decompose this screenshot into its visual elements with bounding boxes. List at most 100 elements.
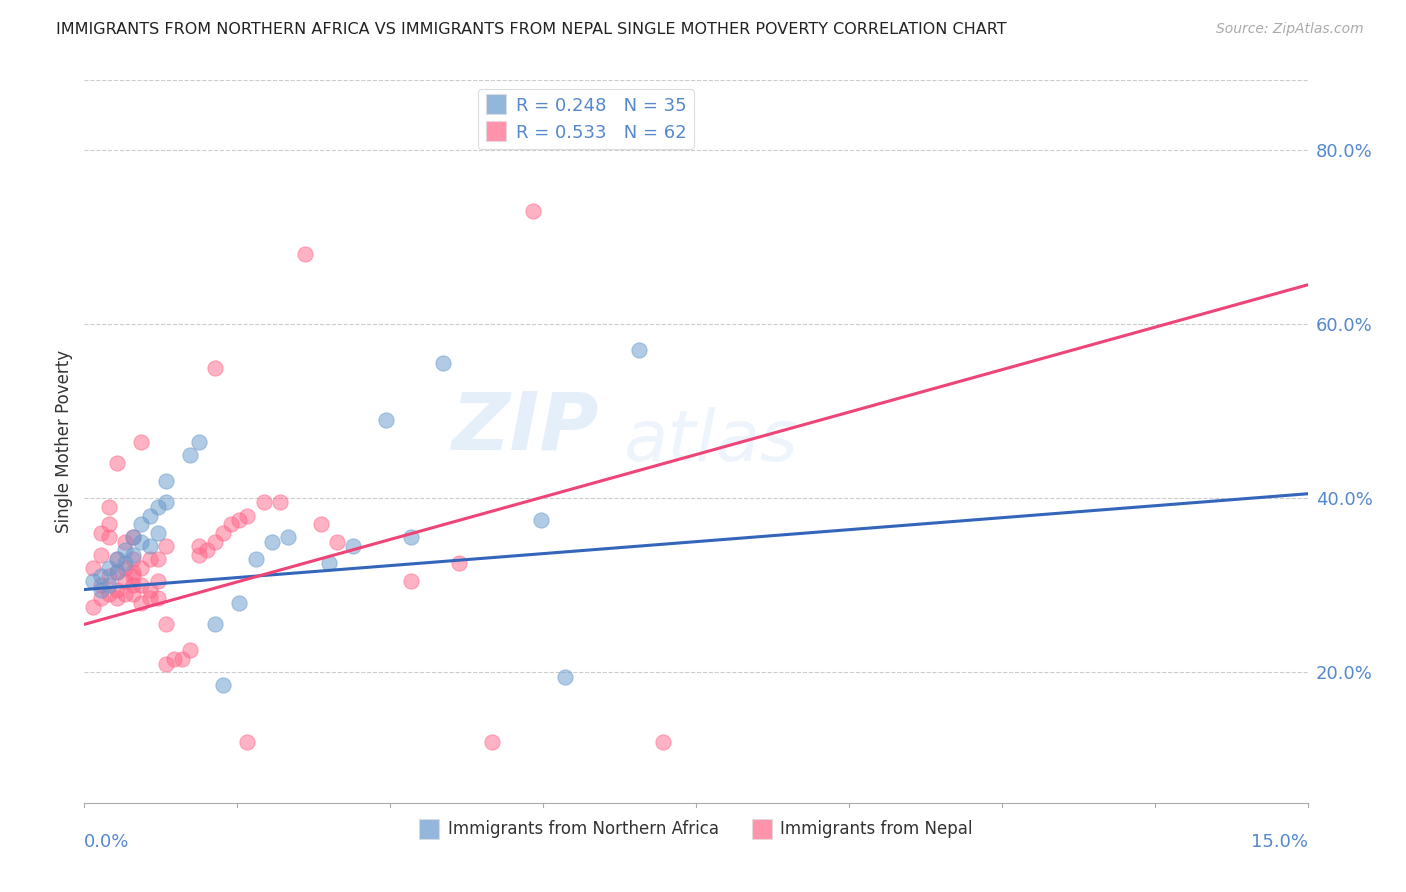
Point (122, 565, 145, 579)
Point (375, 413, 398, 427)
Text: ZIP: ZIP (451, 388, 598, 467)
Point (97, 530, 120, 544)
Point (105, 565, 128, 579)
Point (146, 574, 169, 588)
Point (131, 517, 153, 532)
Point (90, 569, 112, 583)
Point (97, 561, 120, 575)
Point (90, 525, 112, 540)
Point (122, 530, 145, 544)
Point (212, 525, 235, 540)
Point (105, 591, 128, 606)
Point (219, 517, 242, 532)
Point (172, 652, 194, 666)
Point (155, 617, 177, 632)
Point (522, 203, 544, 218)
Point (179, 448, 201, 462)
Point (326, 534, 349, 549)
Point (627, 343, 650, 358)
Point (82, 599, 104, 614)
Point (155, 657, 177, 671)
Point (114, 534, 136, 549)
Point (138, 508, 160, 523)
Point (114, 543, 136, 558)
Point (155, 495, 177, 509)
Point (97, 587, 120, 601)
Point (122, 530, 145, 544)
Point (97, 517, 120, 532)
Point (146, 591, 169, 606)
Text: Source: ZipAtlas.com: Source: ZipAtlas.com (1216, 22, 1364, 37)
Point (90, 578, 112, 592)
Y-axis label: Single Mother Poverty: Single Mother Poverty (55, 350, 73, 533)
Point (342, 539, 364, 553)
Text: atlas: atlas (623, 407, 797, 476)
Point (114, 557, 136, 571)
Point (105, 565, 128, 579)
Point (105, 552, 128, 566)
Point (122, 569, 145, 583)
Point (146, 525, 169, 540)
Point (122, 552, 145, 566)
Legend: Immigrants from Northern Africa, Immigrants from Nepal: Immigrants from Northern Africa, Immigra… (412, 814, 980, 845)
Point (309, 517, 332, 532)
Point (260, 534, 283, 549)
Point (530, 513, 553, 527)
Point (105, 456, 128, 470)
Text: 0.0%: 0.0% (84, 833, 129, 851)
Point (155, 474, 177, 488)
Point (204, 617, 226, 632)
Point (269, 495, 291, 509)
Point (253, 495, 276, 509)
Point (90, 582, 112, 597)
Point (114, 587, 136, 601)
Point (204, 534, 226, 549)
Point (399, 574, 422, 588)
Point (195, 543, 218, 558)
Point (82, 574, 104, 588)
Point (122, 587, 145, 601)
Point (138, 539, 160, 553)
Point (449, 557, 471, 571)
Point (131, 534, 153, 549)
Point (138, 591, 160, 606)
Point (131, 434, 153, 449)
Point (114, 561, 136, 575)
Point (187, 539, 209, 553)
Point (138, 552, 160, 566)
Point (294, 247, 316, 261)
Point (228, 596, 250, 610)
Point (131, 596, 153, 610)
Point (277, 530, 299, 544)
Point (82, 561, 104, 575)
Point (155, 539, 177, 553)
Point (318, 557, 340, 571)
Point (138, 582, 160, 597)
Point (131, 561, 153, 575)
Text: 15.0%: 15.0% (1250, 833, 1308, 851)
Point (97, 500, 120, 514)
Point (245, 552, 267, 566)
Point (90, 591, 112, 606)
Point (187, 434, 209, 449)
Point (105, 552, 128, 566)
Point (105, 582, 128, 597)
Point (481, 735, 503, 749)
Point (179, 643, 201, 657)
Text: IMMIGRANTS FROM NORTHERN AFRICA VS IMMIGRANTS FROM NEPAL SINGLE MOTHER POVERTY C: IMMIGRANTS FROM NORTHERN AFRICA VS IMMIG… (56, 22, 1007, 37)
Point (122, 548, 145, 562)
Point (163, 652, 186, 666)
Point (432, 356, 454, 370)
Point (131, 578, 153, 592)
Point (114, 574, 136, 588)
Point (204, 360, 226, 375)
Point (236, 735, 259, 749)
Point (236, 508, 259, 523)
Point (146, 552, 169, 566)
Point (399, 530, 422, 544)
Point (187, 548, 209, 562)
Point (212, 678, 235, 692)
Point (146, 500, 169, 514)
Point (228, 513, 250, 527)
Point (652, 735, 675, 749)
